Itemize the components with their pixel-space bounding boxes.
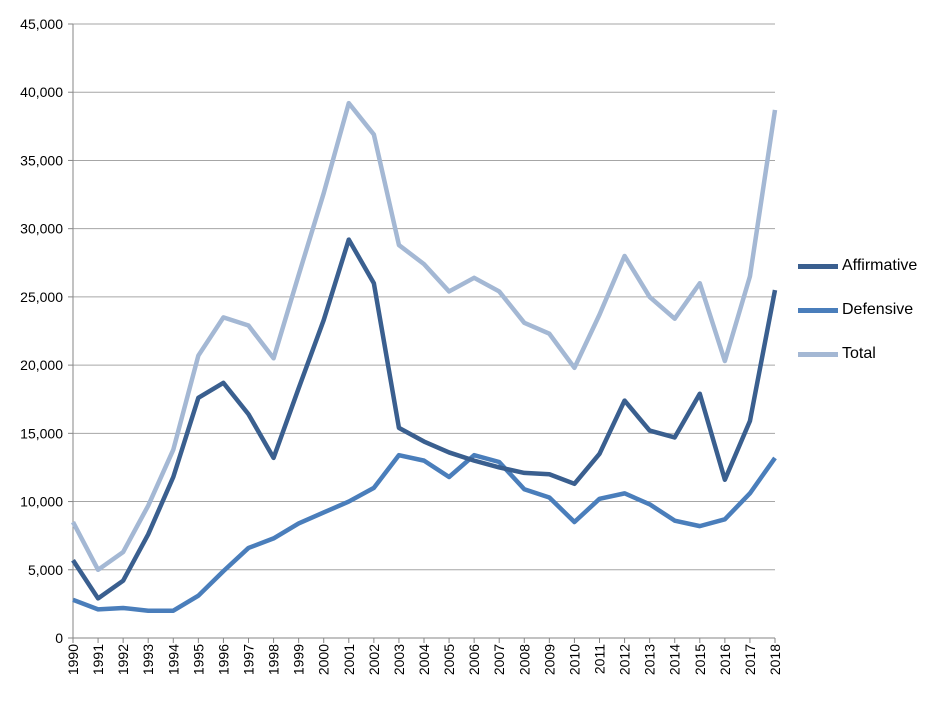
x-tick-label: 2009 (541, 644, 557, 675)
y-tick-labels: 0 5,000 10,000 15,000 20,000 25,000 30,000 35,0… (20, 16, 63, 646)
y-tick-label: 45,000 (20, 16, 63, 32)
series-line-total (71, 100, 778, 573)
legend: Affirmative Defensive Total (798, 244, 928, 376)
y-tick-label: 10,000 (20, 494, 63, 510)
x-tick-label: 1996 (215, 644, 231, 675)
x-tick-label: 1997 (241, 644, 257, 675)
x-tick-label: 2010 (566, 644, 582, 675)
x-tick-label: 1999 (291, 644, 307, 675)
axes (68, 23, 776, 643)
x-tick-label: 1998 (266, 644, 282, 675)
x-tick-label: 2014 (667, 644, 683, 675)
y-tick-label: 5,000 (28, 562, 63, 578)
x-tick-label: 2001 (341, 644, 357, 675)
x-tick-label: 2007 (491, 644, 507, 675)
x-tick-label: 2002 (366, 644, 382, 675)
x-tick-label: 2016 (717, 644, 733, 675)
y-tick-label: 30,000 (20, 221, 63, 237)
x-tick-label: 1995 (190, 644, 206, 675)
legend-swatch-defensive (798, 307, 838, 313)
legend-item-total: Total (798, 332, 928, 376)
x-tick-label: 1990 (65, 644, 81, 675)
legend-item-defensive: Defensive (798, 288, 928, 332)
y-tick-label: 35,000 (20, 152, 63, 168)
legend-swatch-total (798, 351, 838, 357)
gridlines (73, 23, 775, 571)
y-tick-label: 0 (55, 630, 63, 646)
x-tick-label: 2005 (441, 644, 457, 675)
x-tick-label: 1991 (90, 644, 106, 675)
x-tick-label: 2013 (642, 644, 658, 675)
series-lines (71, 100, 778, 613)
series-line-defensive (72, 452, 777, 613)
x-tick-label: 2018 (767, 644, 783, 675)
x-tick-label: 2006 (466, 644, 482, 675)
x-tick-label: 2017 (742, 644, 758, 675)
x-tick-label: 2004 (416, 644, 432, 675)
x-tick-label: 1994 (165, 644, 181, 675)
series-line-affirmative (71, 237, 778, 601)
legend-label-defensive: Defensive (842, 301, 914, 318)
x-tick-label: 1993 (140, 644, 156, 675)
x-tick-label: 1992 (115, 644, 131, 675)
legend-swatch-affirmative (798, 263, 838, 269)
y-tick-label: 15,000 (20, 425, 63, 441)
x-tick-label: 2008 (516, 644, 532, 675)
y-tick-label: 20,000 (20, 357, 63, 373)
y-tick-label: 25,000 (20, 289, 63, 305)
y-tick-label: 40,000 (20, 84, 63, 100)
legend-label-affirmative: Affirmative (842, 257, 918, 274)
x-tick-label: 2015 (692, 644, 708, 675)
x-tick-label: 2003 (391, 644, 407, 675)
legend-label-total: Total (842, 345, 876, 362)
x-tick-label: 2012 (617, 644, 633, 675)
x-tick-label: 2011 (592, 644, 608, 674)
x-tick-labels: 1990 1991 1992 1993 1994 1995 1996 1997 1998 1999… (65, 644, 783, 675)
legend-item-affirmative: Affirmative (798, 244, 928, 288)
x-tick-label: 2000 (316, 644, 332, 675)
